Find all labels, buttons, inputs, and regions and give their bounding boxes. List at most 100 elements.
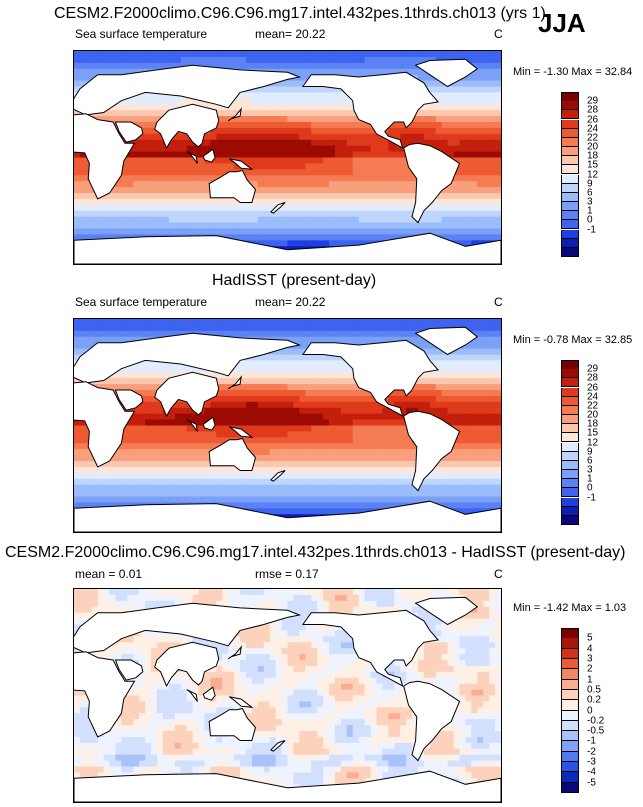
landmass-outline [202, 686, 216, 701]
landmass-outline [202, 416, 216, 431]
landmass-outline [74, 500, 501, 532]
colorbar-label: -1 [587, 492, 596, 503]
panel1-minmax: Min = -1.30 Max = 32.84 [513, 66, 633, 78]
landmass-outline [270, 470, 286, 482]
colorbar-swatch [561, 506, 579, 516]
colorbar-label: 9 [587, 446, 593, 458]
landmass-outline [74, 602, 302, 654]
landmass-outline [74, 770, 501, 802]
colorbar-swatch [561, 700, 579, 711]
colorbar-label: 0.5 [587, 684, 601, 696]
colorbar-swatch [561, 192, 579, 202]
colorbar-label: 6 [587, 455, 593, 467]
landmass-outline [403, 142, 461, 224]
colorbar-label: 3 [587, 464, 593, 476]
landmass-outline [301, 339, 440, 418]
panel1-title: CESM2.F2000climo.C96.C96.mg17.intel.432p… [54, 5, 546, 22]
landmass-outline [270, 740, 286, 752]
landmass-outline [227, 645, 242, 660]
colorbar-swatch [561, 202, 579, 212]
panel3-rmse: rmse = 0.17 [255, 567, 319, 581]
colorbar-swatch [561, 479, 579, 489]
colorbar-swatch [561, 229, 579, 239]
colorbar-swatch [561, 515, 579, 525]
landmass-outline [301, 71, 440, 150]
colorbar-label: 26 [587, 114, 599, 125]
colorbar-swatch [561, 720, 579, 732]
landmass-outline [74, 381, 136, 468]
colorbar-label: -1 [587, 224, 596, 235]
colorbar-swatch [561, 772, 579, 783]
colorbar-label: -2 [587, 746, 596, 758]
colorbar-swatch [561, 658, 579, 670]
colorbar-swatch [561, 638, 579, 649]
landmass-outline [186, 419, 198, 432]
landmass-outline [208, 707, 257, 741]
colorbar-swatch [561, 119, 579, 129]
landmass-outline [414, 326, 479, 356]
landmass-outline [114, 659, 144, 681]
colorbar-swatch [561, 147, 579, 157]
colorbar-label: 5 [587, 632, 593, 644]
panel3-units: C [494, 567, 503, 581]
colorbar-label: 12 [587, 437, 599, 448]
colorbar-label: -1 [587, 735, 596, 747]
landmass-outline [414, 58, 479, 88]
colorbar-swatch [561, 247, 579, 257]
landmass-outline [202, 148, 216, 163]
colorbar-swatch [561, 451, 579, 461]
colorbar-swatch [561, 110, 579, 120]
colorbar-label: 20 [587, 141, 599, 153]
colorbar-label: 0 [587, 482, 593, 494]
colorbar-swatch [561, 405, 579, 415]
colorbar-label: 1 [587, 473, 593, 485]
colorbar-swatch [561, 497, 579, 507]
colorbar-label: 20 [587, 409, 599, 421]
panel2-title: HadISST (present-day) [212, 272, 377, 289]
colorbar-swatch [561, 442, 579, 452]
colorbar-swatch [561, 751, 579, 763]
colorbar-label: 18 [587, 150, 599, 162]
landmass-outline [414, 596, 479, 626]
colorbar-label: -3 [587, 756, 596, 768]
panel2-units: C [494, 295, 503, 309]
panel3-title: CESM2.F2000climo.C96.C96.mg17.intel.432p… [5, 544, 626, 561]
colorbar-swatch [561, 101, 579, 111]
colorbar-swatch [561, 689, 579, 701]
landmass-outline [74, 232, 501, 264]
colorbar-label: 26 [587, 382, 599, 393]
colorbar-swatch [561, 128, 579, 138]
panel1-sst-field [74, 51, 501, 264]
colorbar-swatch [561, 731, 579, 742]
landmass-outline [74, 113, 136, 200]
colorbar-swatch [561, 396, 579, 406]
panel1-units: C [494, 27, 503, 41]
panel3-map [73, 588, 502, 803]
colorbar-label: 1 [587, 205, 593, 217]
colorbar-label: 3 [587, 653, 593, 665]
colorbar-label: 28 [587, 372, 599, 384]
colorbar-swatch [561, 174, 579, 184]
colorbar-label: -4 [587, 766, 596, 778]
colorbar-label: 28 [587, 104, 599, 116]
colorbar-label: 29 [587, 95, 599, 107]
colorbar-swatch [561, 137, 579, 147]
colorbar-swatch [561, 424, 579, 434]
colorbar-swatch [561, 165, 579, 175]
colorbar-label: 1 [587, 674, 593, 686]
colorbar-swatch [561, 369, 579, 379]
colorbar-swatch [561, 710, 579, 721]
colorbar-swatch [561, 782, 579, 793]
colorbar-swatch [561, 211, 579, 221]
colorbar-label: 18 [587, 418, 599, 430]
landmass-outline [227, 107, 242, 122]
panel2-map [73, 318, 502, 533]
colorbar-swatch [561, 679, 579, 690]
colorbar-label: 6 [587, 187, 593, 199]
season-label: JJA [538, 8, 586, 38]
panel3-mean: mean = 0.01 [75, 567, 143, 581]
colorbar-label: -5 [587, 777, 596, 789]
colorbar-label: 12 [587, 169, 599, 180]
panel2-mean: mean= 20.22 [255, 295, 326, 309]
colorbar-swatch [561, 488, 579, 498]
